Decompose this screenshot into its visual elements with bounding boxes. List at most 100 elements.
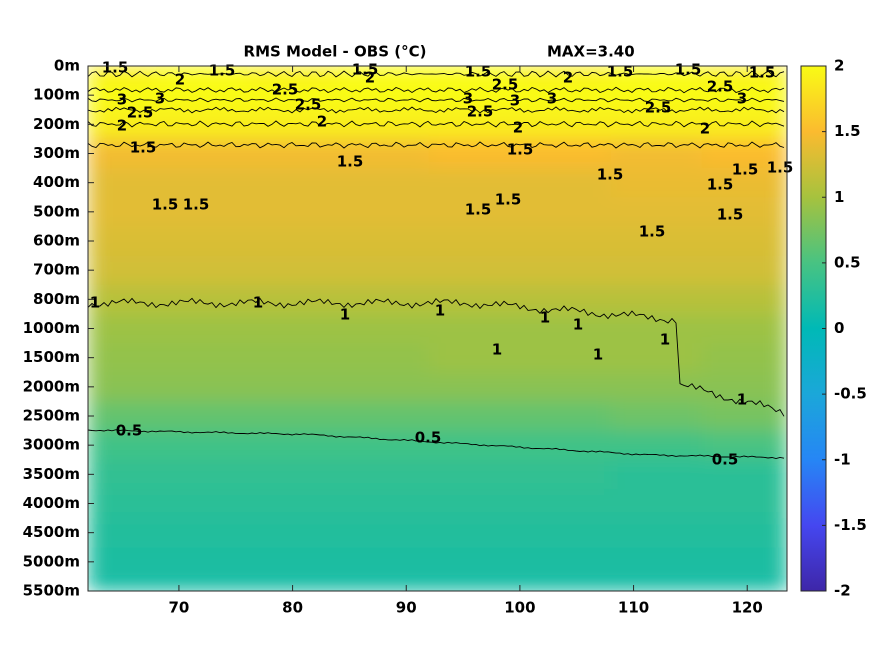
- cell: [88, 518, 157, 548]
- contour-line: [88, 297, 785, 417]
- cell: [428, 518, 521, 548]
- cell: [701, 518, 787, 548]
- cell: [156, 284, 248, 315]
- cell: [519, 168, 612, 198]
- y-tick-label: 4500m: [23, 523, 80, 541]
- cell: [519, 488, 612, 519]
- cell: [428, 547, 521, 577]
- cell: [247, 284, 339, 315]
- contour-label: 2.5: [492, 76, 519, 94]
- contour-label: 1.5: [183, 196, 210, 214]
- contour-label: 1: [90, 294, 100, 312]
- cell: [88, 197, 157, 227]
- cell: [247, 313, 339, 344]
- cell: [519, 372, 612, 402]
- cell: [338, 80, 430, 111]
- contour-label: 3: [463, 90, 473, 108]
- cell: [610, 313, 703, 344]
- cell: [247, 576, 339, 591]
- contour-label: 1.5: [707, 176, 734, 194]
- cell: [428, 576, 521, 591]
- cell: [519, 313, 612, 344]
- cell: [88, 343, 157, 373]
- cell: [428, 313, 521, 344]
- contour-label: 1: [435, 302, 445, 320]
- contour-label: 1.5: [767, 159, 794, 177]
- contour-label: 1: [540, 309, 550, 327]
- y-tick-label: 3500m: [23, 465, 80, 483]
- contour-label: 2: [700, 120, 710, 138]
- colorbar-tick-label: 0.5: [834, 253, 861, 271]
- cell: [156, 430, 248, 461]
- contour-label: 1: [340, 306, 350, 324]
- contour-label: 2.5: [707, 78, 734, 96]
- cell: [610, 430, 703, 461]
- cell: [519, 66, 612, 82]
- cell: [338, 518, 430, 548]
- colorbar-tick-label: 0: [834, 319, 844, 337]
- cell: [156, 576, 248, 591]
- x-tick-label: 90: [396, 599, 417, 617]
- cell: [701, 401, 787, 432]
- y-tick-label: 500m: [33, 202, 80, 220]
- cell: [701, 576, 787, 591]
- cell: [338, 168, 430, 198]
- contour-label: 1.5: [607, 63, 634, 81]
- colorbar-tick-label: -0.5: [834, 385, 867, 403]
- contour-label: 1: [253, 294, 263, 312]
- field-clip: [88, 66, 787, 591]
- x-tick-label: 120: [732, 599, 763, 617]
- colorbar-tick-label: 1.5: [834, 122, 861, 140]
- cell: [156, 488, 248, 519]
- cell: [610, 576, 703, 591]
- contour-labels: 1.52 1.5 1.52 1.5 2 1.5 1.5 1.53 32.52.52.5 32.53…: [90, 59, 794, 469]
- cell: [247, 66, 339, 82]
- cell: [247, 226, 339, 257]
- cell: [610, 518, 703, 548]
- y-tick-label: 700m: [33, 261, 80, 279]
- field: [88, 66, 787, 591]
- contour-label: 3: [155, 90, 165, 108]
- y-tick-label: 600m: [33, 232, 80, 250]
- cell: [88, 488, 157, 519]
- contour-label: 3: [117, 91, 127, 109]
- cell: [519, 343, 612, 373]
- colorbar-tick-label: -1.5: [834, 516, 867, 534]
- x-tick-label: 100: [504, 599, 535, 617]
- contour-line: [88, 97, 785, 103]
- cell: [701, 313, 787, 344]
- contour-label: 2.5: [272, 81, 299, 99]
- cell: [247, 138, 339, 169]
- cell: [338, 313, 430, 344]
- contour-label: 1.5: [507, 141, 534, 159]
- colorbar: [801, 66, 826, 591]
- cell: [88, 168, 157, 198]
- cell: [428, 401, 521, 432]
- contour-label: 3: [510, 92, 520, 110]
- cell: [156, 401, 248, 432]
- cell: [338, 372, 430, 402]
- cell: [156, 109, 248, 140]
- cell: [610, 226, 703, 257]
- cell: [338, 109, 430, 140]
- cell: [338, 547, 430, 577]
- colorbar-tick-label: 2: [834, 57, 844, 75]
- cell: [247, 459, 339, 490]
- y-tick-label: 2000m: [23, 377, 80, 395]
- cell: [701, 459, 787, 490]
- cell: [156, 80, 248, 111]
- cell: [519, 547, 612, 577]
- y-tick-label: 800m: [33, 290, 80, 308]
- x-tick-label: 70: [168, 599, 189, 617]
- contour-label: 0.5: [116, 422, 143, 440]
- contour-label: 1: [492, 341, 502, 359]
- y-tick-label: 1000m: [23, 319, 80, 337]
- cell: [428, 80, 521, 111]
- cell: [156, 372, 248, 402]
- cell: [247, 80, 339, 111]
- cell: [610, 197, 703, 227]
- contour-label: 0.5: [712, 451, 739, 469]
- cell: [156, 518, 248, 548]
- cell: [701, 109, 787, 140]
- y-tick-label: 5000m: [23, 552, 80, 570]
